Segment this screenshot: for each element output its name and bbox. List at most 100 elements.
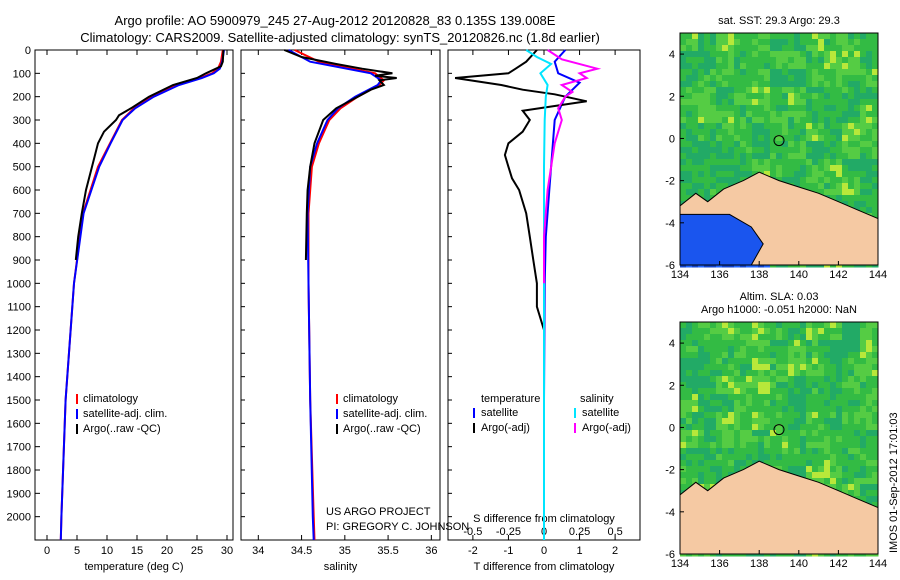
- sla-map-cell: [818, 460, 825, 467]
- sla-map-cell: [830, 418, 837, 425]
- sst-map-cell: [788, 105, 795, 112]
- sla-map-cell: [746, 448, 753, 455]
- sst-map-cell: [734, 39, 741, 46]
- sst-map-cell: [752, 93, 759, 100]
- sla-map-cell: [854, 442, 861, 449]
- sla-map-cell: [860, 400, 867, 407]
- sst-map-cell: [800, 39, 807, 46]
- sst-map-cell: [782, 63, 789, 70]
- sst-map-cell: [788, 147, 795, 154]
- sst-map-cell: [746, 129, 753, 136]
- sla-map-cell: [710, 460, 717, 467]
- sst-map-cell: [830, 51, 837, 58]
- sst-map-cell: [794, 69, 801, 76]
- sla-map-cell: [686, 412, 693, 419]
- sla-map-cell: [776, 400, 783, 407]
- sst-map-cell: [818, 93, 825, 100]
- sla-map-cell: [812, 424, 819, 431]
- sla-map-cell: [830, 364, 837, 371]
- sal-legend-label-1: satellite-adj. clim.: [343, 408, 427, 420]
- sla-map-cell: [680, 334, 687, 341]
- sla-map-cell: [698, 346, 705, 353]
- sla-map-cell: [776, 394, 783, 401]
- sla-map-cell: [800, 334, 807, 341]
- sla-map-cell: [698, 406, 705, 413]
- sst-map-cell: [680, 99, 687, 106]
- sst-map-cell: [716, 111, 723, 118]
- sla-map-cell: [770, 322, 777, 329]
- sla-map-cell: [692, 370, 699, 377]
- sst-map-cell: [710, 81, 717, 88]
- sst-map-cell: [704, 195, 711, 202]
- sla-map-cell: [800, 412, 807, 419]
- sst-map-cell: [860, 51, 867, 58]
- sla-map-cell: [872, 442, 879, 449]
- sla-map-cell: [728, 370, 735, 377]
- sla-map-cell: [800, 358, 807, 365]
- sst-map-cell: [788, 129, 795, 136]
- sst-map-cell: [824, 141, 831, 148]
- sst-map-cell: [830, 183, 837, 190]
- sst-map-cell: [722, 81, 729, 88]
- sla-map-cell: [860, 334, 867, 341]
- temperature-xtick-label: 15: [131, 545, 143, 557]
- sst-map-cell: [866, 153, 873, 160]
- sst-map-cell: [686, 177, 693, 184]
- sla-map-cell: [818, 328, 825, 335]
- sst-map-cell: [800, 87, 807, 94]
- sla-map-cell: [758, 352, 765, 359]
- sst-map-cell: [818, 189, 825, 196]
- sst-map-cell: [848, 147, 855, 154]
- sst-map-cell: [854, 153, 861, 160]
- sla-map-cell: [854, 436, 861, 443]
- sla-map-cell: [866, 448, 873, 455]
- sst-map-cell: [686, 123, 693, 130]
- sst-map-cell: [680, 81, 687, 88]
- sst-map-cell: [848, 57, 855, 64]
- sla-map-cell: [764, 388, 771, 395]
- sla-map-cell: [812, 466, 819, 473]
- sst-map-cell: [842, 111, 849, 118]
- sla-map-cell: [698, 424, 705, 431]
- sla-map-cell: [848, 442, 855, 449]
- sst-map-cell: [758, 111, 765, 118]
- sla-map-cell: [752, 340, 759, 347]
- sla-map-cell: [698, 394, 705, 401]
- sla-map-cell: [812, 382, 819, 389]
- sst-map-cell: [806, 57, 813, 64]
- sla-map-cell: [836, 430, 843, 437]
- sst-map-cell: [770, 39, 777, 46]
- sst-map-cell: [716, 141, 723, 148]
- sla-map-cell: [794, 358, 801, 365]
- sst-map-cell: [794, 123, 801, 130]
- sla-map-cell: [680, 394, 687, 401]
- sla-map-cell: [824, 442, 831, 449]
- sst-map-cell: [770, 75, 777, 82]
- sst-map-cell: [848, 93, 855, 100]
- sst-map-cell: [872, 105, 879, 112]
- temperature-ytick-label: 300: [13, 115, 31, 127]
- sla-map-cell: [740, 328, 747, 335]
- sla-map-cell: [782, 436, 789, 443]
- sla-map-cell: [692, 460, 699, 467]
- sla-map-cell: [728, 448, 735, 455]
- sla-map-cell: [716, 442, 723, 449]
- sst-map-cell: [728, 141, 735, 148]
- sst-map-cell: [746, 147, 753, 154]
- sst-map-cell: [710, 171, 717, 178]
- sst-map-cell: [758, 81, 765, 88]
- sst-map-cell: [806, 141, 813, 148]
- sst-map-cell: [848, 63, 855, 70]
- sst-map-cell: [716, 99, 723, 106]
- sst-map-cell: [734, 87, 741, 94]
- sst-map-cell: [770, 111, 777, 118]
- sla-map-cell: [824, 394, 831, 401]
- sla-map-cell: [812, 340, 819, 347]
- sst-map-cell: [794, 147, 801, 154]
- sst-map-cell: [818, 165, 825, 172]
- temperature-ytick-label: 700: [13, 208, 31, 220]
- sla-map-cell: [764, 424, 771, 431]
- sla-map-cell: [740, 448, 747, 455]
- sst-map-cell: [848, 183, 855, 190]
- sla-map-cell: [794, 322, 801, 329]
